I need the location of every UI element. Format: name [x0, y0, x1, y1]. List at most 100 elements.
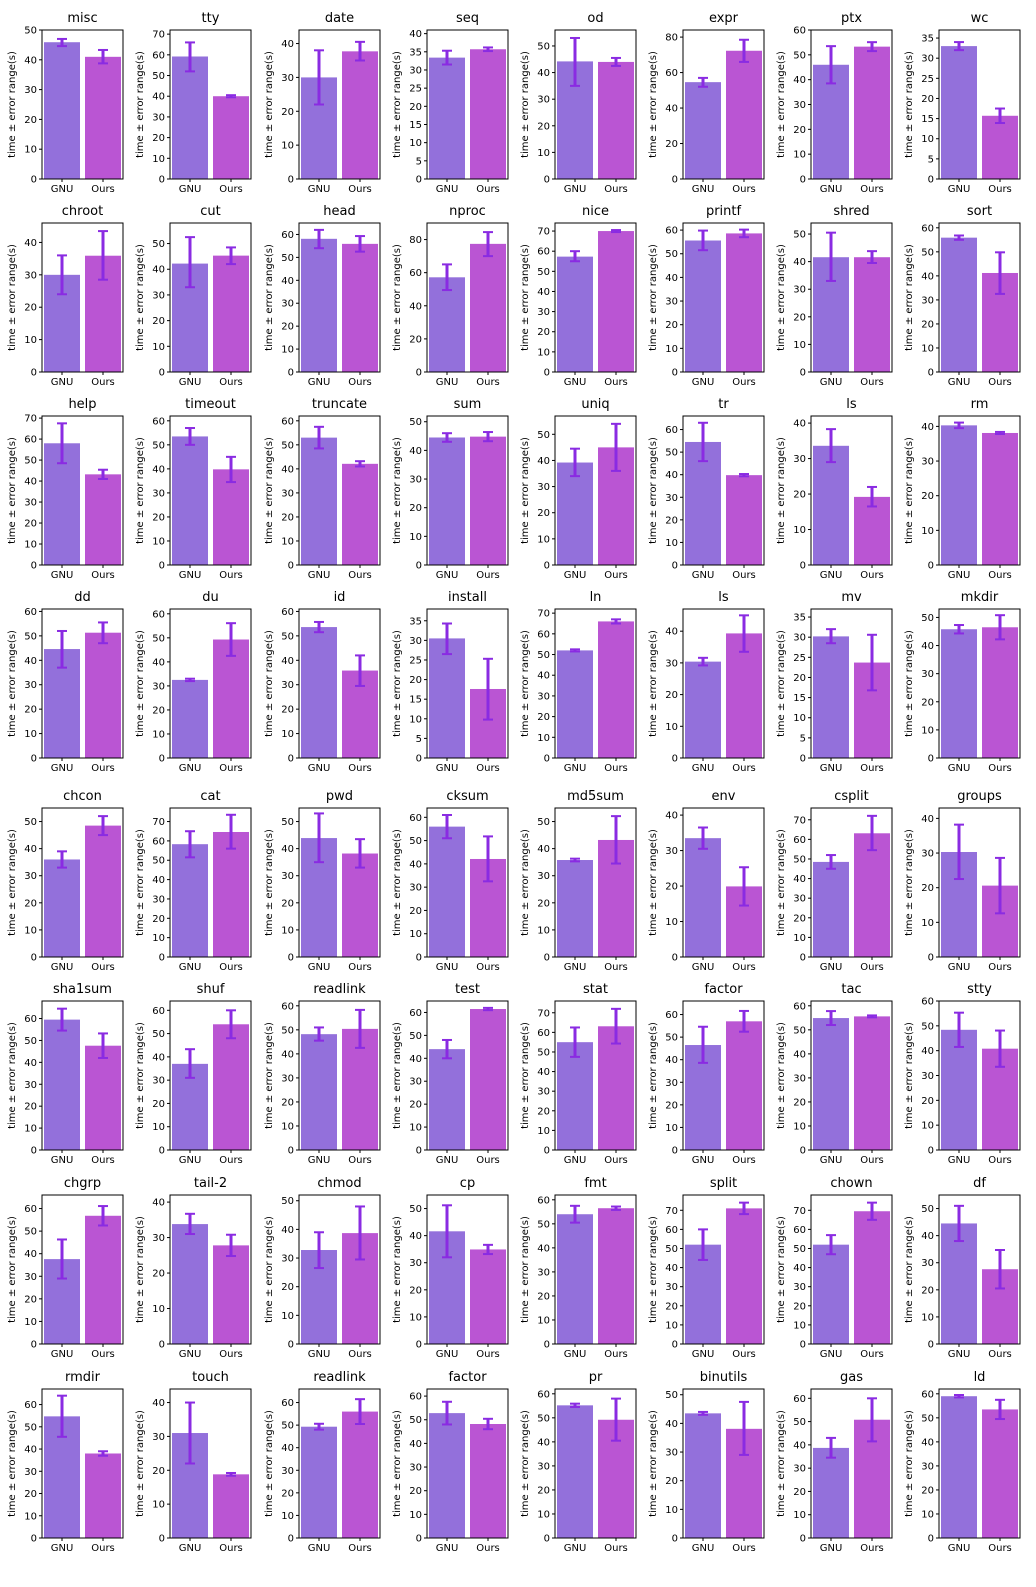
y-tick-label: 30 — [793, 1464, 806, 1475]
subplot: seq GNU Ours 0 5 10 15 20 25 30 35 40 time ± error r… — [392, 11, 509, 195]
y-axis-label: time ± error range(s) — [264, 1022, 275, 1129]
y-tick-label: 30 — [921, 1071, 934, 1082]
axes-frame — [169, 807, 252, 958]
y-tick-label: 20 — [921, 1285, 934, 1296]
subplot-title: du — [202, 590, 219, 605]
x-tick-label: Ours — [91, 763, 115, 774]
bar — [813, 1244, 849, 1344]
y-tick-label: 20 — [409, 1100, 422, 1111]
y-tick-label: 50 — [281, 1421, 294, 1432]
y-tick-label: 30 — [281, 1254, 294, 1265]
y-axis-label: time ± error range(s) — [520, 51, 531, 158]
x-tick-label: GNU — [308, 1155, 331, 1166]
bar — [301, 1426, 337, 1538]
y-axis-label: time ± error range(s) — [264, 51, 275, 158]
y-tick-label: 50 — [281, 1025, 294, 1036]
y-tick-label: 10 — [921, 1312, 934, 1323]
y-tick-label: 40 — [665, 104, 678, 115]
y-axis-label: time ± error range(s) — [520, 244, 531, 351]
y-tick-label: 10 — [24, 1124, 37, 1135]
y-tick-label: 30 — [24, 1080, 37, 1091]
bar — [813, 445, 849, 565]
y-tick-label: 0 — [928, 175, 934, 186]
bar — [429, 57, 465, 180]
y-tick-label: 10 — [537, 1126, 550, 1137]
axes-frame — [169, 222, 252, 373]
y-tick-label: 15 — [793, 693, 806, 704]
y-axis-label: time ± error range(s) — [776, 630, 787, 737]
y-tick-label: 10 — [921, 526, 934, 537]
subplot-title: mv — [841, 590, 862, 605]
y-tick-label: 0 — [800, 1534, 806, 1545]
x-tick-label: Ours — [732, 1543, 756, 1554]
bar — [85, 1453, 121, 1538]
x-tick-label: Ours — [604, 763, 628, 774]
y-tick-label: 30 — [665, 493, 678, 504]
bar — [213, 96, 249, 179]
subplot-title: help — [68, 397, 96, 412]
y-tick-label: 20 — [665, 1301, 678, 1312]
subplot-title: ls — [846, 397, 857, 412]
x-tick-label: GNU — [692, 1543, 715, 1554]
y-tick-label: 0 — [544, 1146, 550, 1157]
y-tick-label: 20 — [537, 898, 550, 909]
y-tick-label: 10 — [152, 1122, 165, 1133]
y-tick-label: 40 — [152, 265, 165, 276]
y-tick-label: 5 — [416, 156, 422, 167]
y-tick-label: 20 — [793, 312, 806, 323]
y-tick-label: 30 — [793, 1073, 806, 1084]
y-tick-label: 50 — [537, 1047, 550, 1058]
y-tick-label: 0 — [928, 1534, 934, 1545]
y-tick-label: 30 — [793, 1282, 806, 1293]
x-tick-label: GNU — [436, 184, 459, 195]
y-tick-label: 0 — [288, 754, 294, 765]
y-tick-label: 20 — [665, 1100, 678, 1111]
y-tick-label: 10 — [152, 1500, 165, 1511]
y-tick-label: 50 — [409, 1415, 422, 1426]
y-tick-label: 20 — [281, 705, 294, 716]
y-tick-label: 10 — [409, 1312, 422, 1323]
subplot-title: chroot — [62, 204, 103, 219]
y-axis-label: time ± error range(s) — [392, 829, 403, 936]
axes-frame — [41, 222, 124, 373]
y-axis-label: time ± error range(s) — [904, 437, 915, 544]
y-tick-label: 20 — [24, 519, 37, 530]
bar — [44, 42, 80, 179]
y-axis-label: time ± error range(s) — [7, 829, 18, 936]
subplot: tty GNU Ours 0 10 20 30 40 50 60 70 time ± error ra… — [135, 11, 252, 195]
y-tick-label: 20 — [24, 1294, 37, 1305]
y-axis-label: time ± error range(s) — [904, 51, 915, 158]
y-tick-label: 0 — [416, 561, 422, 572]
x-tick-label: Ours — [348, 377, 372, 388]
subplot: du GNU Ours 0 10 20 30 40 50 60 time ± error range… — [135, 590, 252, 774]
bar — [685, 441, 721, 565]
y-tick-label: 0 — [416, 1146, 422, 1157]
y-tick-label: 40 — [793, 1263, 806, 1274]
y-tick-label: 0 — [288, 561, 294, 572]
bar — [941, 425, 977, 565]
axes-frame — [682, 1194, 765, 1345]
subplot: nice GNU Ours 0 10 20 30 40 50 60 70 time ± error r… — [520, 204, 637, 388]
axes-frame — [298, 807, 381, 958]
bar — [44, 1019, 80, 1150]
axes-frame — [298, 1194, 381, 1345]
y-tick-label: 40 — [537, 456, 550, 467]
subplot-title: test — [455, 982, 480, 997]
y-tick-label: 0 — [288, 1534, 294, 1545]
y-tick-label: 0 — [928, 953, 934, 964]
y-tick-label: 0 — [416, 1340, 422, 1351]
y-tick-label: 20 — [409, 675, 422, 686]
subplot-title: expr — [709, 11, 739, 26]
y-tick-label: 30 — [537, 691, 550, 702]
y-axis-label: time ± error range(s) — [7, 1410, 18, 1517]
y-tick-label: 50 — [921, 1204, 934, 1215]
subplot: sort GNU Ours 0 10 20 30 40 50 60 time ± error ran… — [904, 204, 1021, 388]
axes-frame — [810, 1388, 893, 1539]
axes-frame — [682, 1388, 765, 1539]
subplot: md5sum GNU Ours 0 10 20 30 40 50 time ± error ran… — [520, 789, 637, 973]
subplot: df GNU Ours 0 10 20 30 40 50 time ± error range(s… — [904, 1176, 1021, 1360]
subplot-title: timeout — [185, 397, 236, 412]
y-tick-label: 20 — [537, 712, 550, 723]
subplot-title: ld — [974, 1370, 986, 1385]
